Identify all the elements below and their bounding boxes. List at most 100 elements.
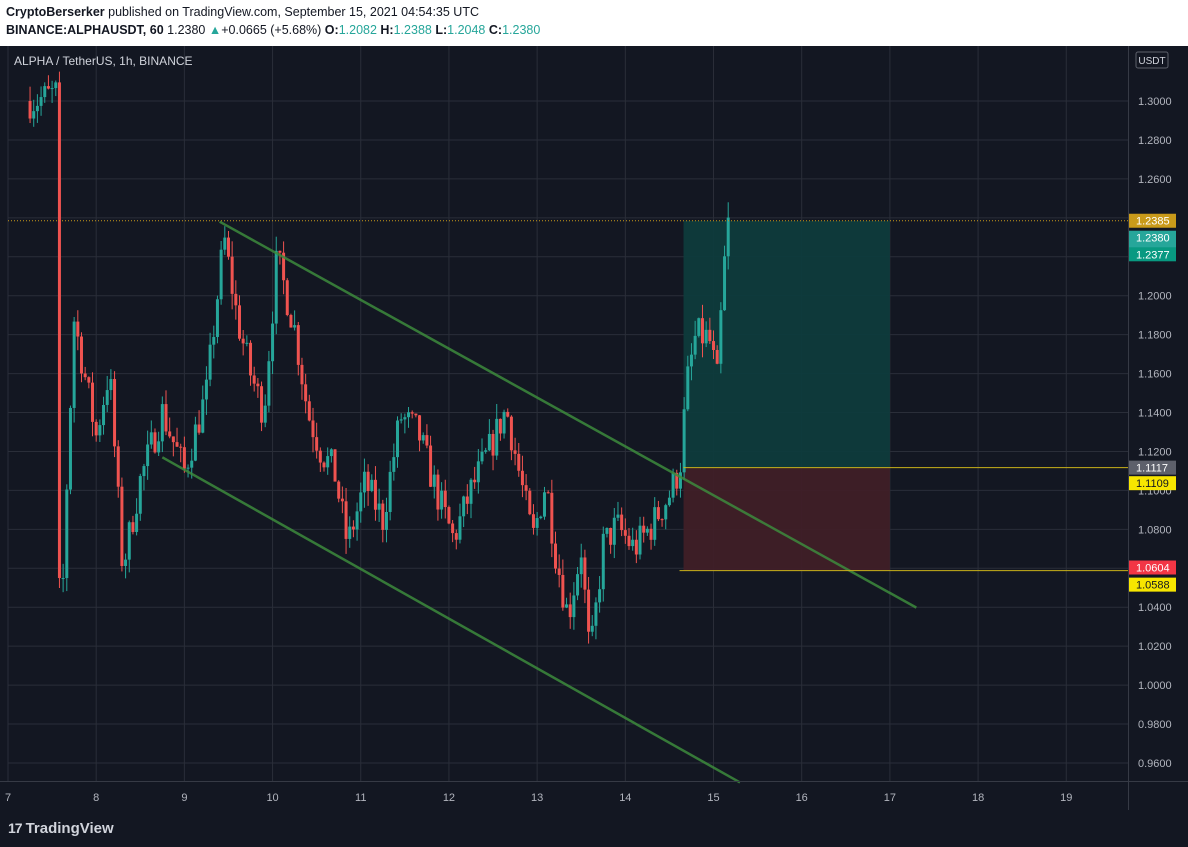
candle-body [631,539,635,547]
candle-body [407,412,411,418]
candle-body [157,441,161,453]
candle-body [671,472,675,498]
candle [531,504,535,535]
candle [160,396,164,453]
candle [348,516,352,548]
time-axis[interactable]: 7 8 9 10 11 12 13 14 15 16 17 18 19 [0,781,1188,805]
candle-body [322,462,326,468]
price-change: +0.0665 (+5.68%) [221,23,322,37]
candle-body [278,250,282,253]
price-tick-label: 1.3000 [1138,96,1172,108]
candle-body [135,513,139,532]
candle-body [550,492,554,544]
candle [212,325,216,359]
candle [414,413,418,418]
candle [91,372,95,437]
tradingview-logo-icon: 17 [8,820,23,836]
candle-body [138,476,142,514]
candle [94,419,98,442]
candle-body [50,88,54,90]
candle-body [697,318,701,336]
candle [609,527,613,554]
candle [230,241,234,310]
price-tick-label: 1.2800 [1138,135,1172,147]
candle [638,516,642,560]
candle [565,597,569,609]
candle [344,487,348,554]
candle-body [572,595,576,618]
candle [65,484,69,592]
price-label-bg [1129,247,1176,262]
candle-body [509,416,513,451]
candle-body [171,436,175,443]
candle-body [656,507,660,520]
tradingview-logo[interactable]: 17 TradingView [8,820,114,837]
candle-body [116,446,120,487]
price-axis[interactable]: 0.96000.98001.00001.02001.04001.06001.08… [1128,46,1188,810]
candle-body [546,492,550,494]
candle-body [263,405,267,423]
candle [164,390,168,436]
change-arrow-icon: ▲ [208,23,222,37]
candle [271,311,275,375]
candle [612,508,616,559]
price-label-bg [1129,577,1176,592]
time-tick-label: 17 [884,792,896,804]
candle [715,345,719,365]
candle-body [524,485,528,491]
price-label-text: 1.1109 [1136,478,1169,490]
candle-body [193,424,197,461]
candle [502,409,506,439]
candle-body [355,511,359,530]
candle-body [587,589,591,632]
candle [561,559,565,611]
candle-body [293,325,297,328]
candle-body [61,578,65,580]
candle [708,317,712,344]
author-name[interactable]: CryptoBerserker [6,5,105,19]
candle [462,495,466,528]
candle-body [304,384,308,402]
candle-body [664,505,668,520]
candle-body [32,111,36,119]
candle [223,226,227,255]
time-tick-label: 7 [5,792,11,804]
candle-body [318,450,322,463]
candle-body [712,341,716,351]
candle-body [182,447,186,469]
candle-body [79,336,83,374]
candle [219,240,223,305]
candle [410,410,414,419]
candle [542,486,546,520]
candle [726,202,730,270]
price-label: 1.2385 [1129,213,1176,228]
candle [653,497,657,546]
candle [601,526,605,602]
candle [480,438,484,465]
candle [135,498,139,536]
candle-body [531,514,535,528]
candle-body [351,526,355,530]
candle-body [642,525,646,533]
candle [370,474,374,493]
candle [337,480,341,503]
candle [377,488,381,522]
candle [68,405,72,495]
candle-body [612,517,616,545]
candle [326,447,330,475]
candle [506,408,510,418]
price-tick-label: 1.1800 [1138,330,1172,342]
candle [399,413,403,424]
candle-body [418,415,422,441]
chart-area[interactable]: 0.96000.98001.00001.02001.04001.06001.08… [0,46,1188,810]
candle [528,488,532,516]
candle-body [39,97,43,106]
candle-body [315,437,319,451]
candle-body [583,557,587,590]
close-label: C: [488,23,503,37]
candle-body [164,404,168,432]
candle [616,501,620,522]
candle-body [362,471,366,493]
candle [631,527,635,551]
candle [513,437,517,466]
